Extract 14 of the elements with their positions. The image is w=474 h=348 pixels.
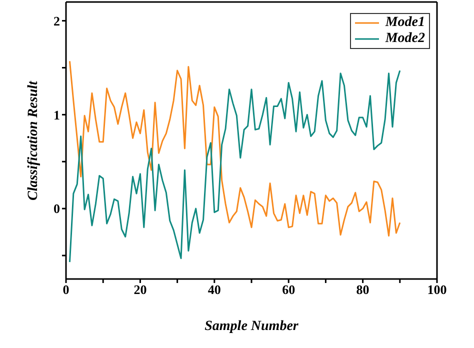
x-tick-label: 60 [282,282,296,298]
x-tick-label: 100 [427,282,447,298]
y-tick-label: 0 [54,201,60,216]
legend-label: Mode2 [385,31,425,47]
y-tick-label: 2 [54,13,60,28]
y-axis-title: Classification Result [26,80,41,200]
legend-label: Mode1 [385,15,425,31]
x-axis-title: Sample Number [204,319,299,334]
y-tick-label: 1 [54,107,60,122]
x-tick-label: 80 [356,282,370,298]
line-series [68,60,401,237]
x-tick-label: 20 [134,282,147,298]
line-series [68,70,401,263]
x-tick-label: 40 [208,282,221,298]
